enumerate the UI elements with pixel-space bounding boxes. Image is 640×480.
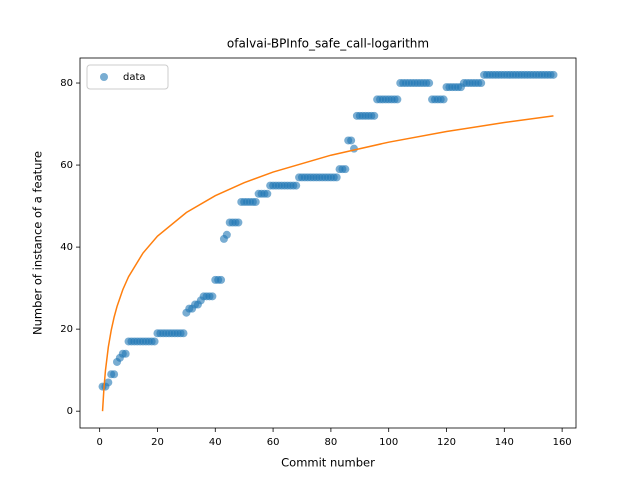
data-point bbox=[263, 189, 272, 198]
x-axis-label: Commit number bbox=[281, 456, 375, 470]
data-point bbox=[234, 218, 243, 227]
data-point bbox=[549, 70, 558, 79]
x-tick-label: 40 bbox=[209, 437, 222, 448]
data-point bbox=[150, 337, 159, 346]
data-point bbox=[251, 197, 260, 206]
y-tick-label: 40 bbox=[60, 242, 73, 253]
data-point bbox=[222, 230, 231, 239]
data-point bbox=[121, 349, 130, 358]
x-tick-label: 120 bbox=[437, 437, 456, 448]
y-tick-label: 80 bbox=[60, 78, 73, 89]
y-tick-label: 0 bbox=[67, 406, 73, 417]
data-point bbox=[292, 181, 301, 190]
x-tick-label: 160 bbox=[553, 437, 572, 448]
data-point bbox=[341, 165, 350, 174]
y-axis-label: Number of instance of a feature bbox=[31, 151, 45, 335]
data-point bbox=[477, 79, 486, 88]
x-tick-label: 0 bbox=[96, 437, 102, 448]
data-point bbox=[332, 173, 341, 182]
plot-area bbox=[98, 70, 558, 412]
x-tick-label: 140 bbox=[495, 437, 514, 448]
legend-label: data bbox=[123, 72, 146, 83]
axes-frame bbox=[79, 57, 577, 429]
x-tick-label: 20 bbox=[151, 437, 164, 448]
legend-box bbox=[86, 64, 169, 90]
data-point bbox=[179, 329, 188, 338]
data-point bbox=[347, 136, 356, 145]
y-tick-label: 60 bbox=[60, 160, 73, 171]
data-point bbox=[104, 378, 113, 387]
x-tick-label: 80 bbox=[325, 437, 338, 448]
legend-marker bbox=[100, 73, 108, 81]
data-point bbox=[439, 95, 448, 104]
data-point bbox=[110, 370, 119, 379]
data-point bbox=[425, 79, 434, 88]
x-tick-label: 100 bbox=[379, 437, 398, 448]
data-point bbox=[393, 95, 402, 104]
chart-title: ofalvai-BPInfo_safe_call-logarithm bbox=[227, 37, 429, 51]
x-tick-label: 60 bbox=[267, 437, 280, 448]
data-point bbox=[370, 111, 379, 120]
data-point bbox=[208, 292, 217, 301]
fit-line bbox=[101, 115, 554, 412]
data-point bbox=[217, 275, 226, 284]
y-tick-label: 20 bbox=[60, 324, 73, 335]
